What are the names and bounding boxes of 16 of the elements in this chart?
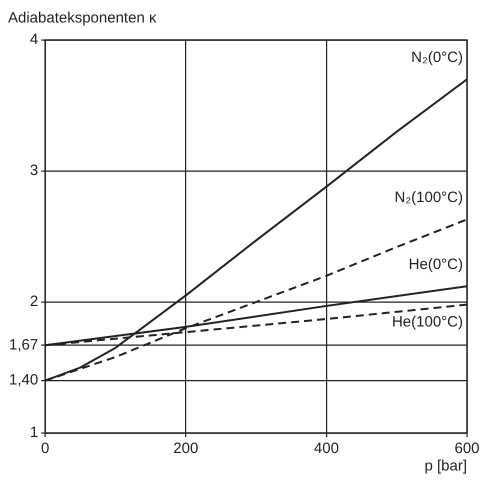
y-axis-title: Adiabateksponenten κ — [8, 10, 157, 27]
series-label: N₂(0°C) — [411, 48, 463, 66]
y-tick-label: 3 — [30, 162, 38, 180]
series-label: He(0°C) — [408, 256, 463, 273]
x-tick-label: 600 — [454, 440, 480, 458]
y-tick-label: 2 — [30, 293, 38, 310]
y-tick-label: 1 — [30, 424, 38, 442]
y-tick-label: 4 — [30, 31, 38, 48]
x-tick-label: 0 — [41, 440, 50, 458]
x-axis-title: p [bar] — [424, 458, 467, 475]
series-label: He(100°C) — [392, 313, 463, 330]
x-tick-label: 400 — [314, 440, 339, 458]
x-tick-label: 200 — [173, 440, 198, 458]
y-tick-label: 1,40 — [8, 372, 38, 389]
y-tick-label: 1,67 — [8, 336, 38, 354]
series-label: N₂(100°C) — [394, 189, 463, 206]
